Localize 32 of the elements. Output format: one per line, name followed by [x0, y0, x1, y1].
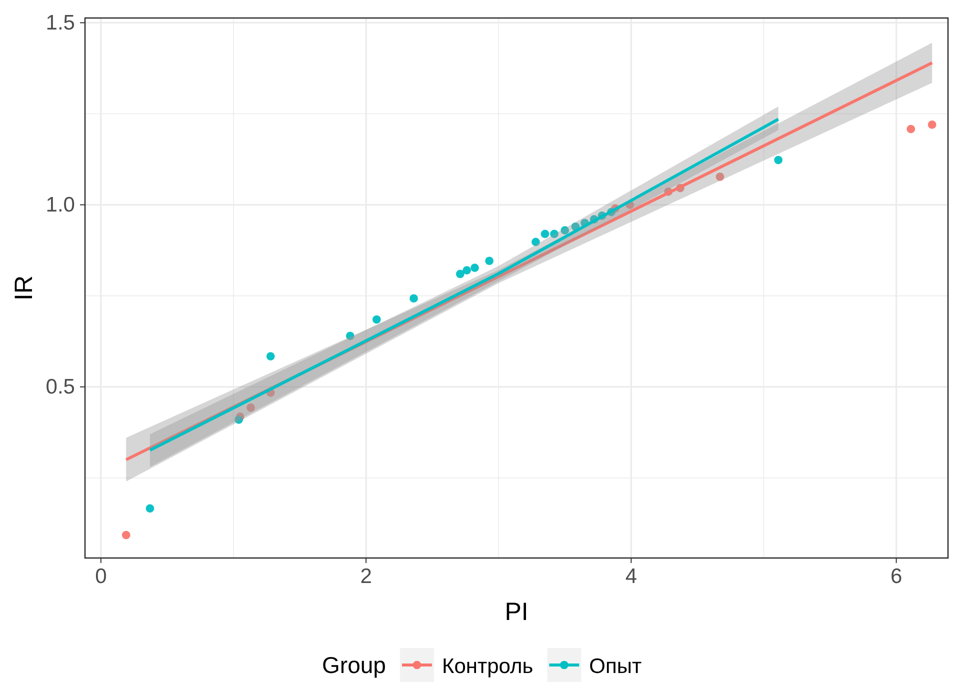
- point: [560, 226, 570, 234]
- point: [928, 120, 936, 129]
- point: [470, 264, 479, 272]
- y-axis-title: IR: [10, 276, 38, 300]
- y-tick-label: 1.5: [46, 11, 75, 34]
- point: [532, 238, 540, 246]
- x-axis-title: PI: [504, 598, 528, 626]
- x-tick-label: 0: [95, 564, 107, 588]
- point: [266, 352, 275, 360]
- x-tick-label: 4: [625, 564, 638, 588]
- point: [234, 415, 243, 424]
- point: [550, 230, 558, 238]
- x-tick-label: 6: [890, 564, 902, 588]
- y-tick-label: 0.5: [46, 376, 75, 399]
- legend-label: Опыт: [589, 655, 642, 678]
- point: [906, 124, 916, 134]
- y-tick-label: 1.0: [46, 194, 75, 217]
- point: [122, 530, 130, 540]
- point: [716, 172, 724, 181]
- point: [540, 230, 550, 238]
- point: [456, 270, 464, 278]
- legend-title: Group: [322, 652, 386, 678]
- point: [246, 403, 255, 412]
- legend-label: Контроль: [442, 655, 534, 678]
- point: [462, 266, 471, 275]
- point: [774, 156, 782, 164]
- point: [372, 315, 381, 324]
- x-tick-label: 2: [360, 564, 372, 588]
- point: [410, 294, 418, 303]
- point: [146, 504, 154, 513]
- point: [485, 256, 494, 266]
- point: [346, 332, 354, 340]
